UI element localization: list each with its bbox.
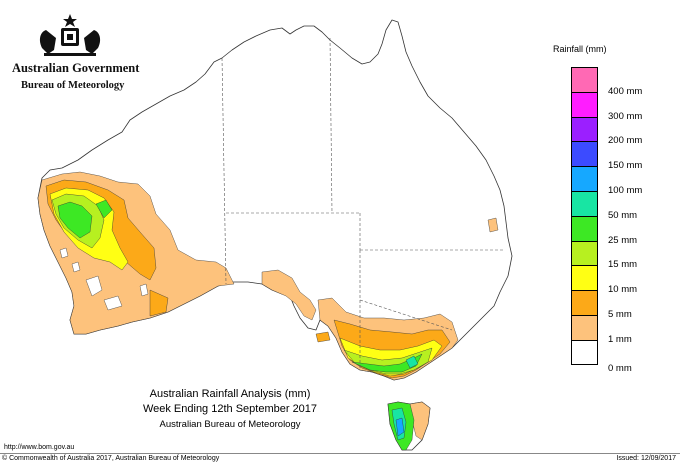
legend-swatch [571,166,598,191]
legend-label: 150 mm [608,160,643,172]
map-source: Australian Bureau of Meteorology [159,419,301,430]
legend-label: 200 mm [608,135,643,147]
legend-label: 10 mm [608,284,638,296]
state-borders [221,37,504,370]
legend-label: 100 mm [608,185,643,196]
legend-swatch [571,339,598,365]
legend-swatch [571,190,598,216]
footer-divider [0,453,680,454]
legend-swatch [571,215,598,241]
legend-swatches [571,67,599,365]
legend-swatch [571,67,598,92]
legend-label: 0 mm [608,362,632,374]
legend-label: 1 mm [608,333,632,345]
website-link[interactable]: http://www.bom.gov.au [4,444,75,451]
legend-swatch [571,116,598,142]
legend-label: 50 mm [608,209,638,221]
legend-label: 15 mm [608,259,638,271]
legend-swatch [571,240,598,266]
legend-swatch [571,141,598,167]
coat-of-arms-icon [39,14,101,56]
legend-label: 5 mm [608,309,632,320]
issued-date: Issued: 12/09/2017 [616,455,676,462]
copyright-text: © Commonwealth of Australia 2017, Austra… [2,455,220,462]
map-subtitle: Week Ending 12th September 2017 [142,403,318,415]
legend-label: 300 mm [608,110,643,122]
legend-swatch [571,290,598,315]
legend-swatch [571,91,598,117]
legend-swatch [571,314,598,340]
map-title: Australian Rainfall Analysis (mm) [149,388,311,400]
government-label: Australian Government [12,61,140,75]
bureau-label: Bureau of Meteorology [21,80,125,91]
legend-swatch [571,265,598,291]
legend-label: 400 mm [608,85,643,97]
legend-title: Rainfall (mm) [553,44,607,54]
legend-label: 25 mm [608,234,638,246]
